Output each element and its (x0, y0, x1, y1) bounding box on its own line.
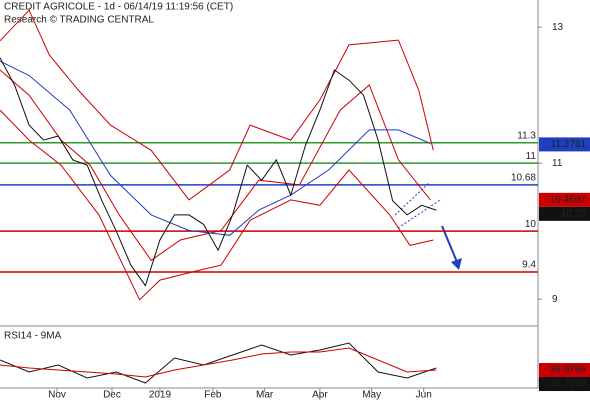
x-tick-label: May (362, 390, 381, 400)
series-line (0, 109, 434, 301)
level-label: 10 (525, 219, 537, 230)
price-tag-label: 11.2761 (551, 139, 587, 150)
x-tick-label: Feb (204, 390, 222, 400)
series-line (0, 9, 434, 201)
series-line (0, 57, 437, 287)
x-tick-label: Jun (416, 390, 432, 400)
price-tag-label: 10.4607 (550, 194, 587, 205)
price-tag-label: 39.9796 (550, 365, 587, 376)
series-line (0, 69, 431, 262)
level-label: 10.68 (511, 173, 536, 184)
y-tick-label: 11 (552, 158, 563, 169)
x-tick-label: Dec (103, 390, 121, 400)
y-tick-label: 9 (552, 294, 558, 305)
price-tag (539, 206, 590, 221)
price-tag (539, 137, 590, 152)
series-line (0, 60, 431, 236)
chart-title: CREDIT AGRICOLE - 1d - 06/14/19 11:19:56… (4, 2, 233, 13)
arrow (441, 225, 458, 263)
level-label: 11 (526, 151, 537, 162)
x-tick-label: 2019 (149, 390, 172, 400)
x-tick-label: Apr (312, 390, 328, 400)
panel-title: RSI14 - 9MA (4, 331, 62, 342)
chart-subtitle: Research © TRADING CENTRAL (4, 15, 154, 26)
price-tag (539, 377, 590, 392)
y-tick-label: 13 (552, 22, 564, 33)
series-line (0, 347, 437, 378)
x-tick-label: Nov (48, 390, 66, 400)
price-tag (539, 192, 590, 207)
level-label: 11.3 (517, 130, 536, 141)
price-tag (539, 363, 590, 378)
arrow-head (451, 258, 462, 270)
pattern (394, 181, 441, 229)
x-tick-label: Mar (256, 390, 274, 400)
price-tag-label: 10.28 (561, 208, 586, 219)
level-label: 9.4 (522, 260, 536, 271)
price-tag-label: 38.7263 (550, 379, 587, 390)
